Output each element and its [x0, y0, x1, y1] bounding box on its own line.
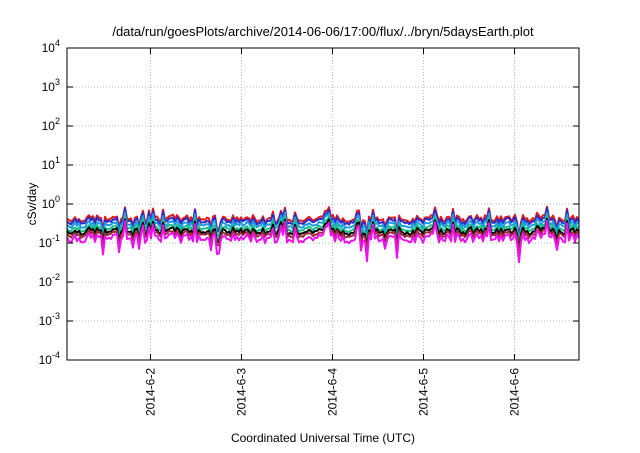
- x-tick-label: 2014-6-4: [325, 368, 339, 416]
- y-tick-label: 10-4: [39, 350, 60, 367]
- x-tick-label: 2014-6-6: [508, 368, 522, 416]
- y-tick-label: 102: [42, 116, 60, 133]
- grid-lines: [67, 48, 579, 360]
- y-tick-label: 103: [42, 77, 60, 94]
- y-tick-label: 10-1: [39, 233, 60, 250]
- y-tick-label: 10-2: [39, 272, 60, 289]
- y-tick-label: 101: [42, 155, 60, 172]
- x-tick-label: 2014-6-3: [234, 368, 248, 416]
- y-tick-label: 100: [42, 194, 60, 211]
- y-axis-label: cSv/day: [25, 183, 39, 226]
- x-tick-label: 2014-6-5: [417, 368, 431, 416]
- chart-title: /data/run/goesPlots/archive/2014-06-06/1…: [112, 24, 534, 39]
- y-axis: 10-4 10-3 10-2 10-1 100 101 102 103 104: [39, 38, 579, 367]
- series-line: [66, 219, 580, 264]
- y-tick-label: 104: [42, 38, 60, 55]
- x-axis: 2014-6-2 2014-6-3 2014-6-4 2014-6-5 2014-6-6: [143, 48, 522, 416]
- y-tick-label: 10-3: [39, 311, 60, 328]
- series-group: [66, 205, 580, 264]
- x-axis-label: Coordinated Universal Time (UTC): [231, 431, 415, 445]
- x-tick-label: 2014-6-2: [143, 368, 157, 416]
